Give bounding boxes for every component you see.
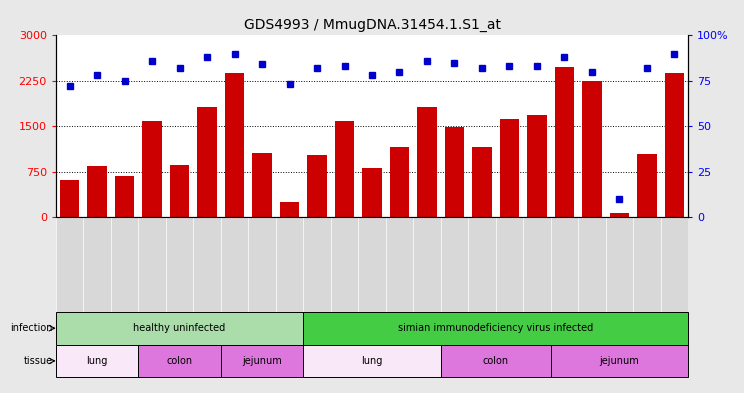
Text: colon: colon [483,356,509,366]
Text: healthy uninfected: healthy uninfected [133,323,225,333]
Bar [88,166,106,217]
Bar [417,107,437,217]
Bar [335,121,354,217]
Text: lung: lung [86,356,108,366]
Bar [304,312,688,345]
Bar [225,73,244,217]
Bar [583,81,602,217]
Bar [527,116,547,217]
Bar [221,345,304,377]
Text: GDS4993 / MmugDNA.31454.1.S1_at: GDS4993 / MmugDNA.31454.1.S1_at [243,18,501,32]
Bar [138,345,221,377]
Bar [500,119,519,217]
Bar [197,107,217,217]
Bar [307,155,327,217]
Bar [142,121,161,217]
Text: jejunum: jejunum [242,356,282,366]
Bar [555,67,574,217]
Text: jejunum: jejunum [600,356,639,366]
Bar [472,147,492,217]
Bar [280,202,299,217]
Text: lung: lung [362,356,382,366]
Bar [60,180,79,217]
Bar [56,312,304,345]
Bar [551,345,688,377]
Bar [304,345,440,377]
Text: infection: infection [10,323,53,333]
Bar [115,176,134,217]
Bar [638,154,657,217]
Bar [665,73,684,217]
Bar [170,165,189,217]
Bar [390,147,409,217]
Bar [252,153,272,217]
Bar [440,345,551,377]
Text: colon: colon [167,356,193,366]
Bar [445,127,464,217]
Bar [56,345,138,377]
Text: simian immunodeficiency virus infected: simian immunodeficiency virus infected [398,323,594,333]
Bar [610,213,629,217]
Text: tissue: tissue [24,356,53,366]
Bar [362,167,382,217]
